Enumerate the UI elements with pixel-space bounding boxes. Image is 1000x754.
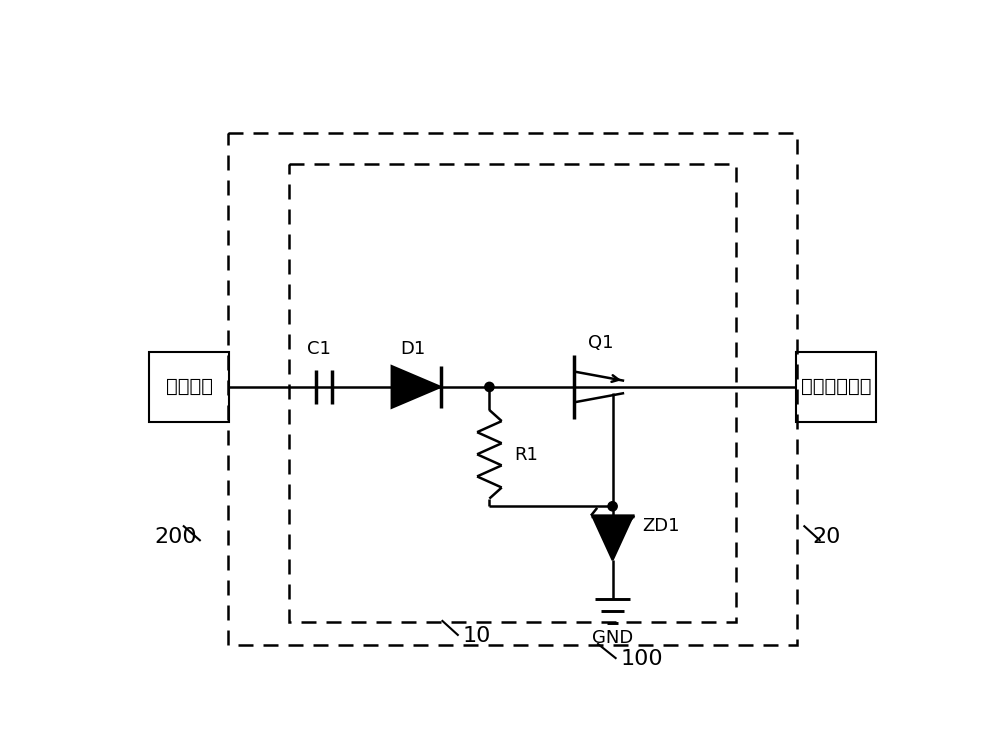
Bar (796, 352, 876, 421)
Text: ZD1: ZD1 (642, 516, 679, 535)
Polygon shape (392, 366, 441, 408)
Text: 200: 200 (154, 527, 197, 547)
Text: C1: C1 (307, 341, 330, 358)
Circle shape (608, 501, 617, 511)
Text: 20: 20 (812, 527, 841, 547)
Text: R1: R1 (514, 446, 538, 464)
Polygon shape (592, 516, 633, 560)
Circle shape (485, 382, 494, 391)
Bar (289, 164, 736, 622)
Text: 电源管理模块: 电源管理模块 (801, 378, 871, 397)
Text: D1: D1 (400, 341, 425, 358)
Text: 10: 10 (462, 626, 491, 645)
Text: Q1: Q1 (588, 334, 614, 352)
Text: GND: GND (592, 630, 633, 648)
Bar (149, 352, 229, 421)
Bar (228, 133, 797, 645)
Text: 输入电源: 输入电源 (166, 378, 213, 397)
Text: 100: 100 (620, 648, 663, 669)
